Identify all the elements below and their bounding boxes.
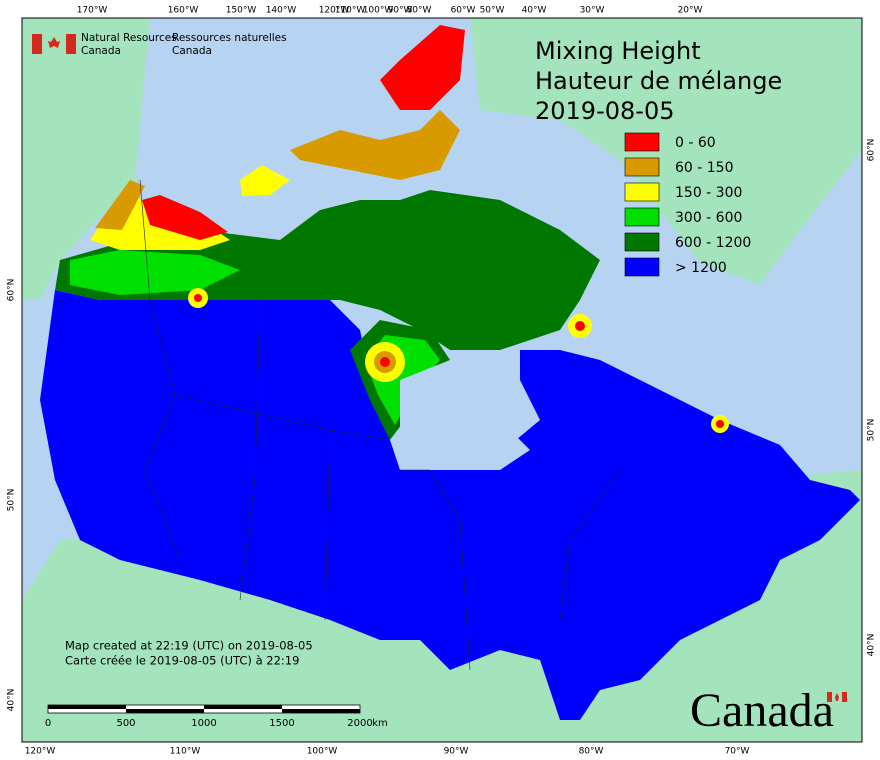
legend-swatch [624,157,660,177]
latitude-label: 60°N [867,139,877,162]
scale-bar-segment [48,705,126,709]
legend-label: 600 - 1200 [675,235,751,251]
legend-swatch [624,132,660,152]
longitude-label: 170°W [77,6,108,16]
title: Hauteur de mélange [535,67,782,95]
longitude-label: 150°W [226,6,257,16]
longitude-label: 120°W [25,747,56,757]
canada-mainland [40,290,860,720]
agency-name: Canada [172,45,212,57]
longitude-label: 120°W [319,6,350,16]
scale-label: 2000 [347,718,372,729]
graticule-labels: 170°W 160°W 150°W 140°W 120°W110°W100°W90°W8… [7,6,877,757]
credit: Map created at 22:19 (UTC) on 2019-08-05 [65,639,313,653]
island-yellow [240,165,290,196]
legend-swatch [624,207,660,227]
longitude-label: 80°W [407,6,432,16]
longitude-label: 140°W [266,6,297,16]
date: 2019-08-05 [535,97,674,125]
ellesmere [380,25,465,110]
longitude-label: 90°W [444,747,469,757]
scale-bar-segment [282,709,360,713]
longitude-label: 70°W [725,747,750,757]
legend-label: 150 - 300 [675,185,742,201]
credit: Carte créée le 2019-08-05 (UTC) à 22:19 [65,654,299,668]
agency-name: Ressources naturelles [172,32,287,44]
flag-bar [827,692,832,702]
maple-leaf [835,693,839,701]
longitude-label: 20°W [678,6,703,16]
title: Mixing Height [535,37,701,65]
hotspot [716,420,724,428]
hotspot [380,357,390,367]
map-layer [22,18,862,742]
legend-label: 0 - 60 [675,135,716,151]
longitude-label: 90°W [388,6,413,16]
longitude-label: 100°W [363,6,394,16]
longitude-label: 40°W [522,6,547,16]
legend-swatch [624,232,660,252]
latitude-label: 50°N [867,419,877,442]
yukon-coast [142,195,228,240]
flag-bar [66,34,76,54]
border [324,429,331,621]
hotspot [194,294,202,302]
legend-swatch [624,182,660,202]
latitude-label: 40°N [867,634,877,657]
flag-bar [842,692,847,702]
scale-label: 0 [45,718,51,729]
wordmark: Canada [690,684,847,737]
scale-bar-segment [204,705,282,709]
greenland [470,18,862,285]
legend-swatch [624,257,660,277]
agency-signature: Natural Resources Canada Ressources natu… [32,32,287,57]
agency-name: Natural Resources [81,32,177,44]
longitude-label: 30°W [580,6,605,16]
scale-bar: 0 500 1000 1500 2000 km [45,704,388,729]
longitude-label: 160°W [168,6,199,16]
flag-bar [32,34,42,54]
longitude-label: 110°W [170,747,201,757]
map-frame [21,17,863,743]
scale-unit: km [372,718,388,729]
longitude-label: 50°W [480,6,505,16]
green-zone [70,250,240,295]
northern-zone [55,190,600,350]
arctic-islands [290,110,460,180]
border [400,469,471,671]
longitude-label: 110°W [335,6,366,16]
legend-label: 300 - 600 [675,210,742,226]
legend-label: > 1200 [675,260,727,276]
scale-label: 1500 [269,718,294,729]
border [239,299,261,601]
yukon-coast [95,180,145,230]
longitude-label: 100°W [307,747,338,757]
longitude-label: 60°W [451,6,476,16]
hudson-bay [400,360,530,470]
latitude-label: 50°N [7,489,17,512]
latitude-label: 60°N [7,279,17,302]
agency-name: Canada [81,45,121,57]
scale-label: 1000 [191,718,216,729]
maple-leaf [48,37,60,48]
longitude-label: 80°W [579,747,604,757]
alaska [22,18,150,300]
legend: 0 - 60 60 - 150 150 - 300 300 - 600 600 - 12… [624,132,751,277]
legend-label: 60 - 150 [675,160,734,176]
hotspot [575,321,585,331]
scale-bar-segment [126,709,204,713]
border [559,469,621,621]
borders [139,179,621,671]
scale-label: 500 [116,718,135,729]
latitude-label: 40°N [7,689,17,712]
canada-wordmark: Canada [690,684,834,737]
